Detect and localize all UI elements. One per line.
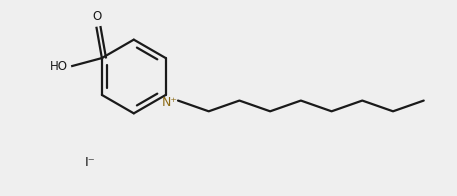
Text: O: O [92,10,101,23]
Text: HO: HO [50,60,68,73]
Text: I⁻: I⁻ [85,156,95,169]
Text: N⁺: N⁺ [162,96,178,109]
